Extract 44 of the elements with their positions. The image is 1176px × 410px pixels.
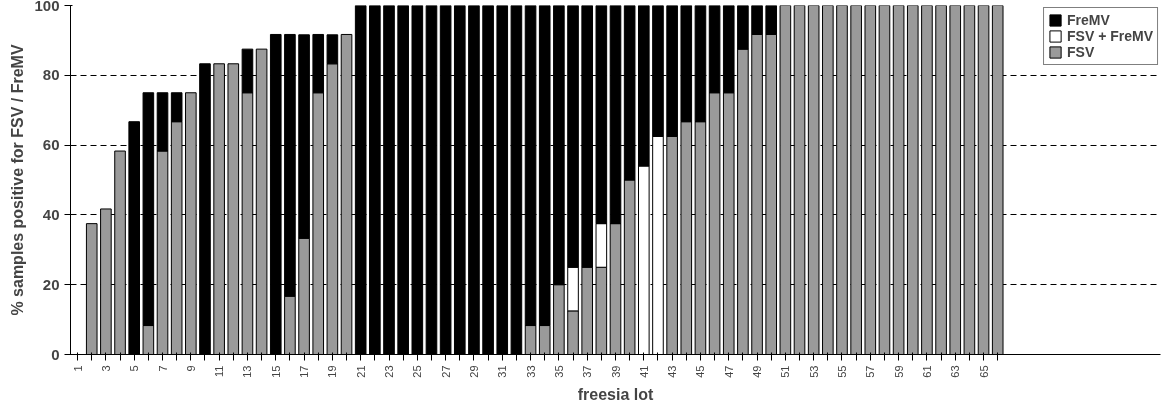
x-tick-label: 11: [213, 365, 226, 377]
y-tick-label: 80: [42, 66, 60, 84]
y-tick-label: 100: [34, 0, 60, 14]
x-tick-label: 43: [666, 365, 679, 378]
x-tick-label: 13: [241, 365, 254, 378]
x-tick-label: 21: [354, 365, 367, 378]
x-tick-label: 55: [835, 365, 848, 378]
x-tick-label: 27: [439, 365, 452, 378]
x-tick-label: 33: [524, 365, 537, 378]
x-tick-label: 47: [722, 365, 735, 378]
x-tick-label: 45: [694, 365, 707, 378]
x-tick-label: 41: [637, 365, 650, 378]
x-tick-label: 19: [326, 365, 339, 378]
x-tick-label: 17: [298, 365, 311, 378]
x-tick-label: 31: [496, 365, 509, 378]
x-tick-label: 15: [269, 365, 282, 378]
y-tick-label: 60: [42, 136, 60, 154]
legend-label: FSV: [1067, 44, 1095, 60]
legend-label: FSV + FreMV: [1067, 28, 1153, 44]
x-tick-label: 65: [977, 365, 990, 378]
x-tick-label: 9: [184, 365, 197, 372]
x-tick-label: 53: [807, 365, 820, 378]
x-tick-label: 51: [779, 365, 792, 378]
x-tick-label: 37: [581, 365, 594, 378]
x-tick-label: 3: [99, 365, 112, 372]
x-tick-label: 25: [411, 365, 424, 378]
y-axis-title: % samples positive for FSV / FreMV: [9, 44, 27, 316]
y-tick-label: 0: [51, 345, 60, 363]
y-tick-label: 20: [42, 275, 60, 293]
x-tick-label: 59: [892, 365, 905, 378]
x-tick-label: 63: [949, 365, 962, 378]
x-tick-label: 61: [920, 365, 933, 378]
y-tick-label: 40: [42, 205, 60, 223]
x-tick-label: 39: [609, 365, 622, 378]
legend-label: FreMV: [1067, 12, 1110, 28]
x-tick-label: 1: [71, 365, 84, 372]
x-tick-label: 5: [128, 365, 141, 372]
x-tick-label: 23: [383, 365, 396, 378]
x-tick-label: 57: [864, 365, 877, 378]
x-tick-label: 7: [156, 365, 169, 372]
x-axis-title: freesia lot: [577, 385, 654, 403]
x-tick-label: 49: [751, 365, 764, 378]
x-tick-label: 29: [467, 365, 480, 378]
x-tick-label: 35: [552, 365, 565, 378]
